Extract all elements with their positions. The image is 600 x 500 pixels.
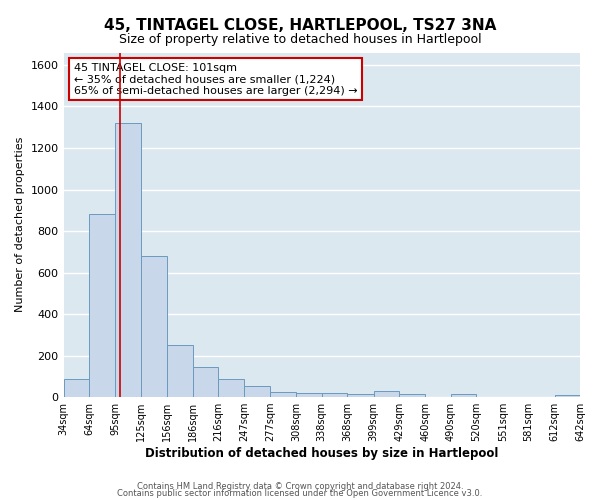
Bar: [322, 394, 347, 397]
Bar: [451, 394, 476, 397]
Bar: [270, 392, 296, 397]
Text: Contains public sector information licensed under the Open Government Licence v3: Contains public sector information licen…: [118, 489, 482, 498]
Bar: [218, 380, 244, 397]
Bar: [347, 394, 374, 397]
Bar: [115, 123, 141, 397]
Text: Contains HM Land Registry data © Crown copyright and database right 2024.: Contains HM Land Registry data © Crown c…: [137, 482, 463, 491]
Bar: [296, 393, 322, 397]
Bar: [399, 394, 425, 397]
Bar: [244, 386, 270, 397]
Bar: [167, 345, 193, 397]
Y-axis label: Number of detached properties: Number of detached properties: [15, 137, 25, 312]
Text: 45, TINTAGEL CLOSE, HARTLEPOOL, TS27 3NA: 45, TINTAGEL CLOSE, HARTLEPOOL, TS27 3NA: [104, 18, 496, 32]
Text: Size of property relative to detached houses in Hartlepool: Size of property relative to detached ho…: [119, 32, 481, 46]
Text: 45 TINTAGEL CLOSE: 101sqm
← 35% of detached houses are smaller (1,224)
65% of se: 45 TINTAGEL CLOSE: 101sqm ← 35% of detac…: [74, 63, 358, 96]
Bar: [193, 367, 218, 397]
Bar: [554, 395, 580, 397]
Bar: [141, 256, 167, 397]
Bar: [64, 380, 89, 397]
Bar: [89, 214, 115, 397]
X-axis label: Distribution of detached houses by size in Hartlepool: Distribution of detached houses by size …: [145, 447, 499, 460]
Bar: [374, 391, 399, 397]
